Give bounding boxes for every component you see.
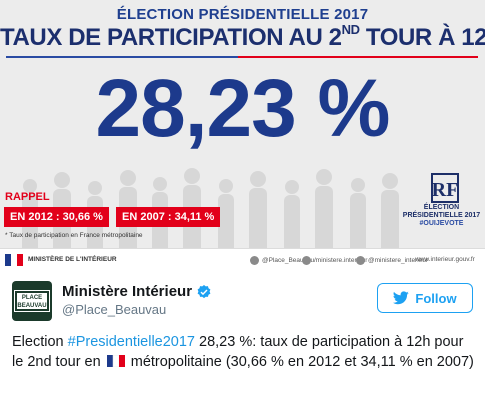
footer-website-text: www.interieur.gouv.fr — [415, 256, 475, 263]
infographic-kicker: ÉLECTION PRÉSIDENTIELLE 2017 — [116, 6, 369, 23]
avatar-sign-line-1: PLACE — [21, 295, 43, 301]
headline-underline-red — [238, 56, 478, 58]
verified-badge-icon — [197, 284, 211, 298]
follow-button[interactable]: Follow — [377, 283, 473, 313]
tweet-text-part-3: métropolitaine (30,66 % en 2012 et 34,11… — [126, 354, 474, 370]
tweet-text-part-2: 28,23 %: taux de participation à 12h pou… — [12, 334, 464, 370]
infographic-image[interactable]: ÉLECTION PRÉSIDENTIELLE 2017 TAUX DE PAR… — [0, 0, 485, 272]
footer-instagram-text: @ministere_interieur — [368, 257, 429, 264]
footer-instagram: @ministere_interieur — [356, 256, 428, 265]
footer-twitter: @Place_Beauvau — [250, 256, 314, 265]
infographic-headline: TAUX DE PARTICIPATION AU 2ND TOUR À 12H* — [0, 22, 485, 51]
tweet-text-part-1: Election — [12, 334, 68, 350]
participation-value: 28,23 % — [95, 63, 391, 154]
logo-line-2: PRÉSIDENTIELLE 2017 — [402, 212, 481, 219]
infographic-footer-strip: MINISTÈRE DE L'INTÉRIEUR @Place_Beauvau … — [0, 248, 485, 272]
infographic-footnote: * Taux de participation en France métrop… — [5, 232, 143, 239]
avatar-sign-line-2: BEAUVAU — [17, 303, 47, 309]
footer-facebook: /ministere.interieur — [302, 256, 367, 265]
france-flag-icon — [106, 355, 125, 367]
hashtag-link[interactable]: #Presidentielle2017 — [67, 334, 195, 350]
ministry-footer-label: MINISTÈRE DE L'INTÉRIEUR — [28, 256, 117, 263]
rf-ballot-logo-icon: RF — [431, 173, 459, 203]
author-name-row[interactable]: Ministère Intérieur — [62, 283, 212, 300]
logo-hashtag: #OUIJEVOTE — [419, 220, 464, 227]
footer-twitter-text: @Place_Beauvau — [262, 257, 315, 264]
tweet-text: Election #Presidentielle2017 28,23 %: ta… — [12, 332, 475, 372]
instagram-icon — [356, 256, 365, 265]
avatar-street-sign: PLACE BEAUVAU — [14, 290, 50, 312]
author-handle[interactable]: @Place_Beauvau — [62, 302, 167, 317]
election-logo-text: ÉLECTION PRÉSIDENTIELLE 2017 #OUIJEVOTE — [398, 204, 485, 228]
history-pill-2007: EN 2007 : 34,11 % — [116, 207, 221, 227]
logo-letters: RF — [432, 179, 459, 201]
footer-website: www.interieur.gouv.fr — [415, 256, 475, 263]
logo-line-1: ÉLECTION — [423, 204, 460, 211]
footer-facebook-text: /ministere.interieur — [314, 257, 368, 264]
history-pill-2012: EN 2012 : 30,66 % — [4, 207, 109, 227]
twitter-bird-icon — [393, 291, 410, 305]
facebook-icon — [302, 256, 311, 265]
twitter-icon — [250, 256, 259, 265]
author-name[interactable]: Ministère Intérieur — [62, 283, 193, 300]
marianne-flag-icon — [5, 254, 23, 266]
headline-underline-blue — [6, 56, 238, 58]
avatar[interactable]: PLACE BEAUVAU — [12, 281, 52, 321]
follow-button-label: Follow — [415, 290, 457, 306]
rappel-label: RAPPEL — [5, 191, 50, 203]
